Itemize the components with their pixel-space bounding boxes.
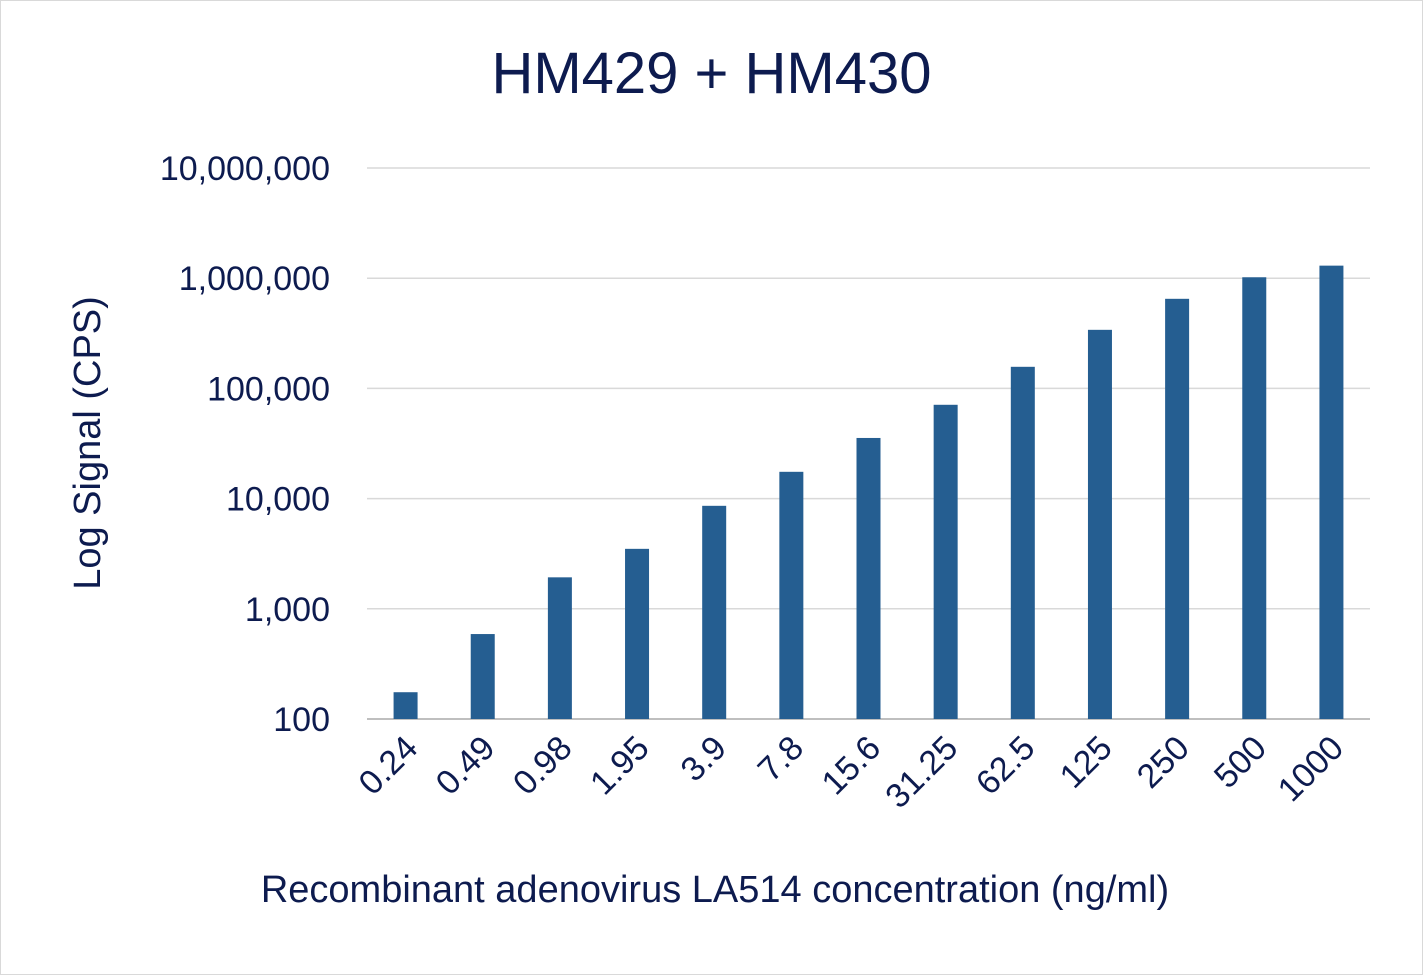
y-tick-label: 10,000,000 [160,150,330,188]
chart-title: HM429 + HM430 [491,41,932,106]
x-tick-label: 1000 [1271,729,1351,809]
y-axis-title: Log Signal (CPS) [67,296,109,590]
bar-0.49 [470,634,495,719]
x-tick-label: 250 [1130,729,1197,796]
x-tick-label: 15.6 [814,729,888,803]
x-tick-label: 31.25 [878,729,965,816]
bar-15.6 [856,437,881,719]
y-tick-label: 100 [273,701,330,739]
x-axis-title: Recombinant adenovirus LA514 concentrati… [261,869,1169,911]
x-tick-label: 0.24 [352,729,426,803]
y-tick-label: 1,000,000 [179,260,330,298]
bar-7.8 [779,471,804,719]
x-tick-label: 500 [1207,729,1274,796]
x-tick-label: 125 [1053,729,1120,796]
x-tick-labels: 0.24 0.49 0.98 1.95 3.9 7.8 15.631.25 62.5 125 25… [352,729,1352,816]
bar-3.9 [702,505,727,719]
x-tick-label: 62.5 [969,729,1043,803]
y-tick-label: 1,000 [245,591,330,629]
bar-62.5 [1010,366,1035,719]
bar-0.24 [393,692,418,719]
y-tick-label: 100,000 [207,370,330,408]
x-tick-label: 0.98 [506,729,580,803]
x-tick-label: 0.49 [429,729,503,803]
bar-1000 [1319,265,1344,719]
bar-250 [1165,298,1190,719]
bar-500 [1242,277,1267,719]
x-tick-label: 7.8 [751,729,811,789]
y-tick-label: 10,000 [226,481,330,519]
bar-31.25 [933,404,958,719]
y-tick-labels: 100 1,000 10,000 100,000 1,000,000 10,000,000 [160,150,330,739]
bar-1.95 [625,548,650,719]
x-tick-label: 3.9 [674,729,734,789]
bar-125 [1087,329,1112,719]
bars [393,265,1344,719]
bar-0.98 [547,577,572,719]
x-tick-label: 1.95 [583,729,657,803]
